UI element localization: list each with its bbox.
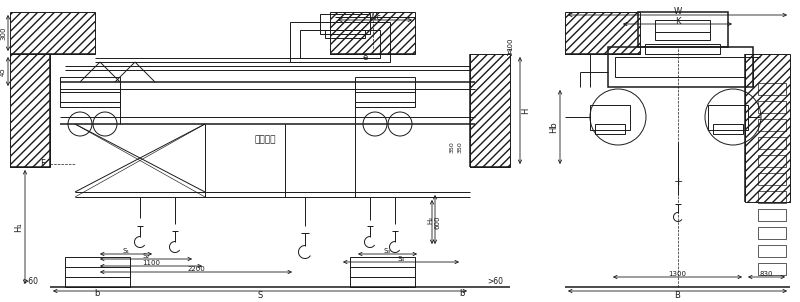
Text: 300: 300 [0, 26, 6, 40]
Bar [758, 173, 786, 185]
Text: S₃: S₃ [384, 248, 391, 254]
Bar [758, 191, 786, 203]
Text: e: e [362, 53, 368, 62]
Bar [350, 257, 415, 287]
Bar [10, 12, 95, 54]
Text: b: b [459, 288, 465, 297]
Text: 45: 45 [0, 67, 6, 76]
Text: Wc: Wc [369, 12, 382, 21]
Text: H₁: H₁ [14, 222, 23, 232]
Text: 600: 600 [434, 215, 440, 229]
Bar [325, 30, 365, 38]
Bar [330, 12, 415, 54]
Text: K: K [674, 17, 680, 25]
Bar [565, 12, 640, 54]
Text: 1300: 1300 [669, 271, 686, 277]
Text: >60: >60 [22, 278, 38, 287]
Bar [470, 54, 510, 167]
Bar [595, 124, 625, 134]
Bar [758, 227, 786, 239]
Text: Hb: Hb [550, 121, 558, 133]
Bar [758, 83, 786, 95]
Text: A: A [507, 50, 513, 59]
Bar [758, 119, 786, 131]
Text: S: S [258, 291, 262, 300]
Bar [608, 47, 753, 87]
Text: 350: 350 [450, 141, 454, 153]
Text: 100: 100 [507, 37, 513, 51]
Bar [758, 245, 786, 257]
Bar [300, 30, 380, 58]
Bar [758, 209, 786, 221]
Text: b: b [94, 288, 100, 297]
Bar [713, 124, 743, 134]
Bar [655, 20, 710, 40]
Text: H: H [522, 107, 530, 114]
Text: 1100: 1100 [142, 260, 160, 266]
Text: F: F [40, 159, 45, 169]
Text: 2200: 2200 [187, 266, 205, 272]
Text: 830: 830 [760, 271, 774, 277]
Text: B: B [674, 291, 681, 300]
Bar [60, 77, 120, 107]
Bar [355, 77, 415, 107]
Bar [645, 44, 720, 54]
Bar [745, 54, 790, 202]
Text: W: W [674, 8, 682, 17]
Bar [758, 263, 786, 275]
Text: 大车轨圈: 大车轨圈 [254, 136, 276, 144]
Text: H₂: H₂ [427, 215, 433, 223]
Text: S₁: S₁ [122, 248, 130, 254]
Text: >60: >60 [487, 278, 503, 287]
Bar [758, 155, 786, 167]
Bar [708, 105, 748, 130]
Text: +: + [674, 177, 682, 187]
Text: S₄: S₄ [398, 256, 405, 262]
Bar [290, 22, 390, 62]
Bar [65, 257, 130, 287]
Bar [320, 14, 370, 34]
Bar [638, 12, 728, 47]
Bar [615, 57, 745, 77]
Bar [758, 137, 786, 149]
Text: 350: 350 [458, 141, 462, 153]
Bar [590, 105, 630, 130]
Bar [758, 101, 786, 113]
Text: S₂: S₂ [142, 253, 150, 259]
Bar [10, 54, 50, 167]
